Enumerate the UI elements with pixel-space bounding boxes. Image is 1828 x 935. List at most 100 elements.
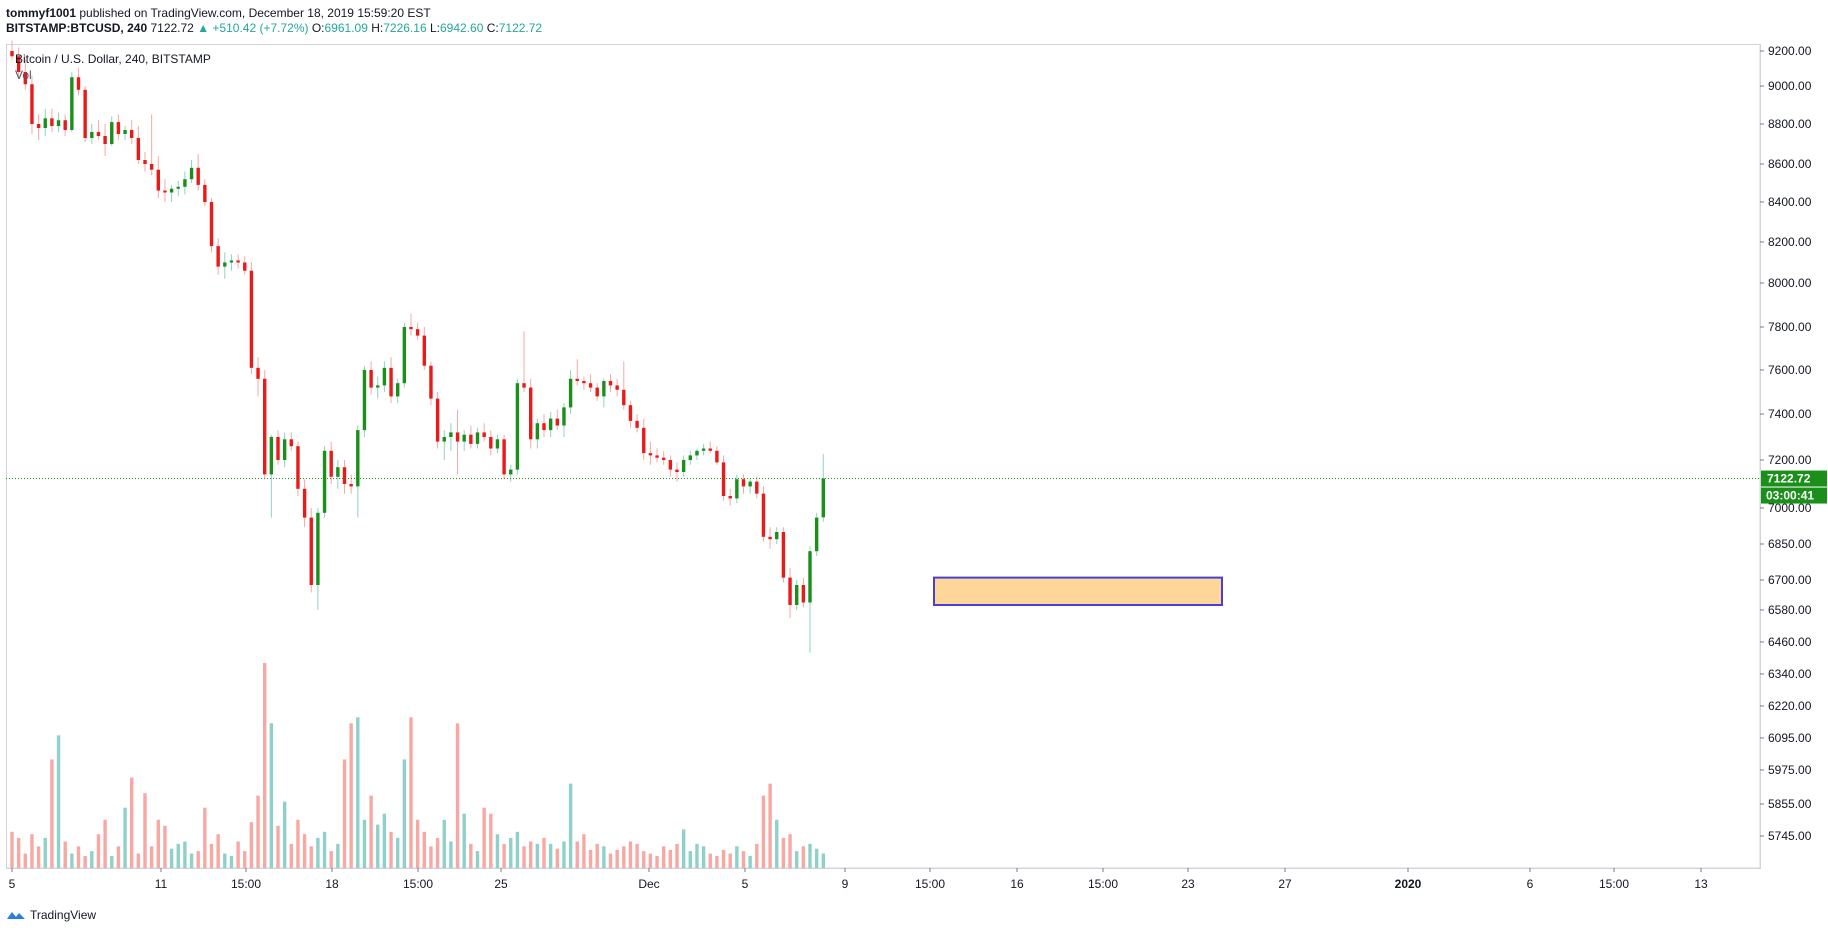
volume-bar	[455, 723, 460, 868]
volume-bar	[316, 837, 320, 868]
candle-body	[10, 51, 14, 57]
candle-body	[43, 118, 47, 128]
candle-body	[781, 532, 786, 578]
candle-body	[662, 457, 666, 460]
y-tick-label: 6095.00	[1768, 731, 1812, 745]
candle-body	[721, 462, 726, 496]
bar-countdown-label: 03:00:41	[1766, 489, 1814, 503]
candle-body	[256, 367, 260, 379]
publish-text: published on TradingView.com, December 1…	[76, 6, 431, 20]
volume-bar	[648, 853, 653, 868]
candle-body	[396, 383, 400, 397]
candle-body	[149, 164, 154, 170]
candle-body	[462, 434, 466, 442]
x-tick-label: 11	[155, 877, 168, 891]
volume-bar	[509, 837, 513, 868]
volume-bar	[269, 723, 274, 868]
countdown-box	[1761, 487, 1827, 504]
tradingview-footer[interactable]: TradingView	[6, 908, 96, 922]
candle-body	[309, 517, 313, 585]
candle-body	[821, 478, 825, 518]
volume-bar	[642, 851, 646, 868]
volume-bar	[36, 846, 41, 868]
volume-bar	[715, 855, 719, 868]
y-tick-label: 6340.00	[1768, 667, 1812, 681]
y-tick-label: 7200.00	[1768, 453, 1812, 467]
candle-body	[529, 387, 533, 440]
volume-bar	[515, 831, 520, 868]
x-tick-label: 9	[842, 877, 849, 891]
volume-bar	[595, 843, 599, 868]
volume-bar	[23, 853, 27, 868]
candle-body	[435, 398, 440, 442]
volume-bar	[309, 846, 313, 868]
candle-body	[116, 122, 121, 134]
volume-bar	[735, 846, 739, 868]
candle-body	[655, 455, 659, 458]
volume-bar	[163, 825, 167, 868]
candle-body	[356, 430, 360, 487]
candle-body	[542, 423, 546, 431]
volume-bar	[136, 853, 141, 868]
candle-body	[728, 496, 732, 499]
candle-body	[316, 512, 320, 585]
candle-body	[608, 381, 613, 386]
x-tick-label: 5	[9, 877, 16, 891]
x-tick-label: 2020	[1395, 877, 1422, 891]
candle-body	[123, 130, 127, 134]
open-value: 6961.09	[324, 21, 368, 35]
volume-bar	[369, 795, 373, 868]
volume-bar	[156, 819, 160, 868]
candle-body	[602, 381, 606, 397]
volume-bar	[376, 824, 380, 868]
low-value: 6942.60	[439, 21, 484, 35]
candle-body	[535, 423, 540, 440]
volume-bar	[336, 843, 340, 868]
volume-bar	[10, 831, 14, 868]
volume-bar	[482, 807, 486, 868]
volume-bar	[389, 831, 393, 868]
candle-body	[143, 160, 147, 164]
volume-bar	[801, 846, 806, 868]
volume-bar	[475, 851, 480, 868]
candle-body	[415, 329, 420, 336]
volume-bar	[535, 843, 540, 868]
candle-body	[735, 479, 739, 499]
series-title: Bitcoin / U.S. Dollar, 240, BITSTAMP	[15, 52, 211, 66]
candle-body	[741, 479, 746, 487]
candle-body	[775, 532, 779, 540]
volume-bar	[628, 841, 633, 868]
candle-body	[382, 367, 387, 386]
volume-bar	[263, 663, 267, 868]
volume-bar	[489, 813, 493, 868]
volume-bar	[668, 849, 673, 868]
candle-body	[695, 450, 699, 456]
volume-bar	[183, 841, 187, 868]
volume-bar	[396, 837, 400, 868]
candle-body	[502, 439, 506, 475]
candle-body	[329, 450, 333, 477]
y-tick-label: 6700.00	[1768, 573, 1812, 587]
publisher-username[interactable]: tommyf1001	[6, 6, 77, 20]
candle-body	[495, 439, 500, 449]
volume-bar	[795, 851, 799, 868]
candle-body	[276, 437, 280, 460]
x-tick-label: 27	[1278, 877, 1292, 891]
candle-body	[336, 467, 340, 477]
y-tick-label: 8600.00	[1768, 157, 1812, 171]
volume-bar	[169, 848, 174, 868]
candle-body	[642, 427, 646, 454]
y-tick-label: 6850.00	[1768, 537, 1812, 551]
volume-bar	[50, 759, 54, 868]
high-label: H:	[371, 21, 384, 35]
y-tick-label: 8400.00	[1768, 195, 1812, 209]
volume-bar	[708, 853, 712, 868]
x-tick-label: 18	[325, 877, 339, 891]
volume-bar	[568, 783, 573, 868]
volume-bar	[602, 846, 606, 868]
volume-bar	[442, 819, 446, 868]
candle-body	[83, 89, 87, 138]
volume-bar	[675, 843, 679, 868]
candle-body	[76, 77, 81, 90]
